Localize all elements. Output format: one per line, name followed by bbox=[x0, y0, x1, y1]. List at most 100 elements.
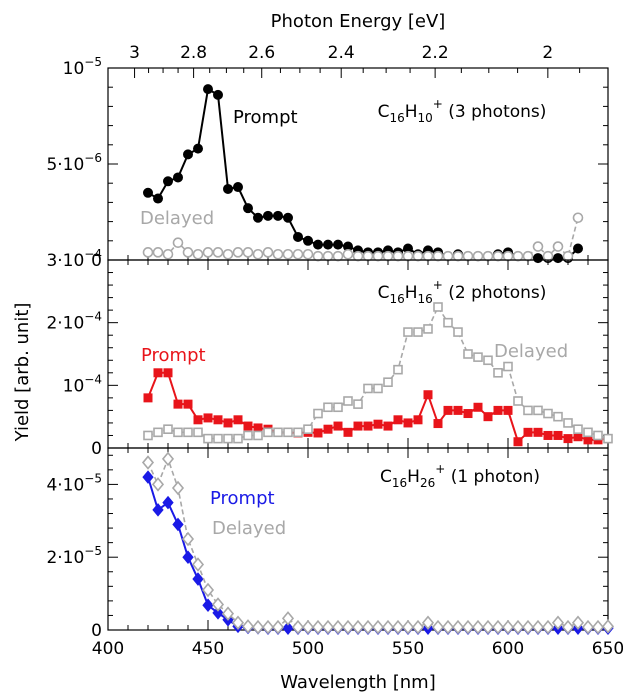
y-tick-label: 0 bbox=[91, 251, 102, 271]
top-tick-label: 2.2 bbox=[422, 43, 449, 63]
data-point bbox=[202, 598, 214, 613]
data-point bbox=[493, 367, 503, 378]
top-axis-title: Photon Energy [eV] bbox=[271, 11, 446, 32]
series-delayed bbox=[141, 451, 615, 635]
data-point bbox=[213, 433, 223, 444]
data-point bbox=[281, 611, 295, 626]
data-point bbox=[203, 84, 213, 95]
data-point bbox=[541, 619, 555, 635]
data-point bbox=[213, 415, 223, 425]
data-point bbox=[381, 619, 395, 635]
data-point bbox=[363, 383, 373, 394]
panel-2: 0 10−4 2·10−4 3·10−4 C16H16+ (2 photons) Prom… bbox=[46, 247, 613, 459]
data-point bbox=[231, 615, 245, 630]
data-point bbox=[512, 250, 524, 262]
data-point bbox=[201, 582, 215, 598]
data-point bbox=[521, 619, 535, 635]
data-point bbox=[313, 408, 323, 419]
data-point bbox=[333, 239, 343, 250]
data-point bbox=[183, 149, 193, 160]
data-point bbox=[561, 619, 575, 635]
data-point bbox=[211, 597, 225, 612]
data-point bbox=[172, 517, 184, 532]
data-point bbox=[491, 619, 505, 635]
data-point bbox=[472, 250, 484, 262]
data-point bbox=[493, 405, 503, 415]
data-point bbox=[413, 415, 423, 425]
panel-label: C16H26+ (1 photon) bbox=[380, 462, 540, 490]
data-point bbox=[192, 248, 204, 260]
data-point bbox=[351, 619, 365, 635]
series-label: Prompt bbox=[233, 107, 298, 128]
data-point bbox=[241, 619, 255, 634]
x-tick-label: 400 bbox=[92, 639, 124, 659]
data-point bbox=[233, 415, 243, 425]
data-point bbox=[553, 430, 563, 440]
data-point bbox=[373, 383, 383, 394]
data-point bbox=[333, 402, 343, 413]
data-point bbox=[223, 418, 233, 428]
data-point bbox=[193, 427, 203, 438]
data-point bbox=[531, 619, 545, 635]
series-prompt bbox=[143, 84, 583, 264]
data-point bbox=[463, 349, 473, 359]
series-label: Delayed bbox=[212, 518, 286, 539]
data-point bbox=[343, 396, 353, 406]
data-point bbox=[212, 606, 224, 620]
data-point bbox=[182, 550, 194, 564]
data-point bbox=[261, 619, 275, 635]
data-point bbox=[563, 418, 573, 428]
x-axis-title: Wavelength [nm] bbox=[280, 672, 436, 693]
data-point bbox=[513, 437, 523, 447]
data-point bbox=[511, 619, 525, 635]
data-point bbox=[203, 413, 213, 423]
data-point bbox=[503, 405, 513, 415]
data-point bbox=[413, 327, 423, 337]
data-point bbox=[433, 302, 443, 312]
data-point bbox=[331, 619, 345, 635]
data-point bbox=[212, 247, 224, 258]
data-point bbox=[191, 557, 205, 572]
data-point bbox=[542, 250, 554, 262]
data-point bbox=[481, 619, 495, 635]
data-point bbox=[221, 606, 235, 621]
data-point bbox=[363, 421, 373, 431]
data-point bbox=[501, 619, 515, 635]
data-point bbox=[243, 421, 253, 431]
data-point bbox=[162, 248, 174, 260]
data-point bbox=[162, 495, 174, 510]
x-tick-label: 600 bbox=[492, 639, 524, 659]
y-axis-title: Yield [arb. unit] bbox=[12, 303, 33, 443]
data-point bbox=[523, 405, 533, 416]
data-point bbox=[153, 427, 163, 438]
data-point bbox=[353, 399, 363, 409]
series-prompt bbox=[143, 368, 613, 447]
data-point bbox=[283, 212, 293, 223]
data-point bbox=[372, 250, 384, 262]
data-point bbox=[421, 615, 435, 630]
data-point bbox=[173, 172, 183, 183]
data-point bbox=[143, 393, 153, 403]
data-point bbox=[202, 247, 214, 258]
data-point bbox=[153, 193, 163, 204]
data-point bbox=[271, 619, 285, 635]
y-tick-label: 0 bbox=[91, 621, 102, 641]
data-point bbox=[291, 619, 305, 635]
data-point bbox=[483, 412, 493, 422]
data-point bbox=[182, 247, 194, 258]
data-point bbox=[552, 241, 564, 252]
data-point bbox=[423, 390, 433, 400]
data-point bbox=[192, 572, 204, 586]
data-point bbox=[183, 399, 193, 409]
data-point bbox=[242, 247, 254, 258]
data-point bbox=[503, 361, 513, 372]
data-point bbox=[263, 210, 273, 221]
data-point bbox=[142, 470, 154, 484]
data-point bbox=[522, 250, 534, 262]
series-delayed bbox=[143, 302, 613, 444]
data-point bbox=[442, 250, 454, 262]
data-point bbox=[163, 424, 173, 435]
data-point bbox=[342, 248, 354, 260]
data-point bbox=[313, 428, 323, 438]
